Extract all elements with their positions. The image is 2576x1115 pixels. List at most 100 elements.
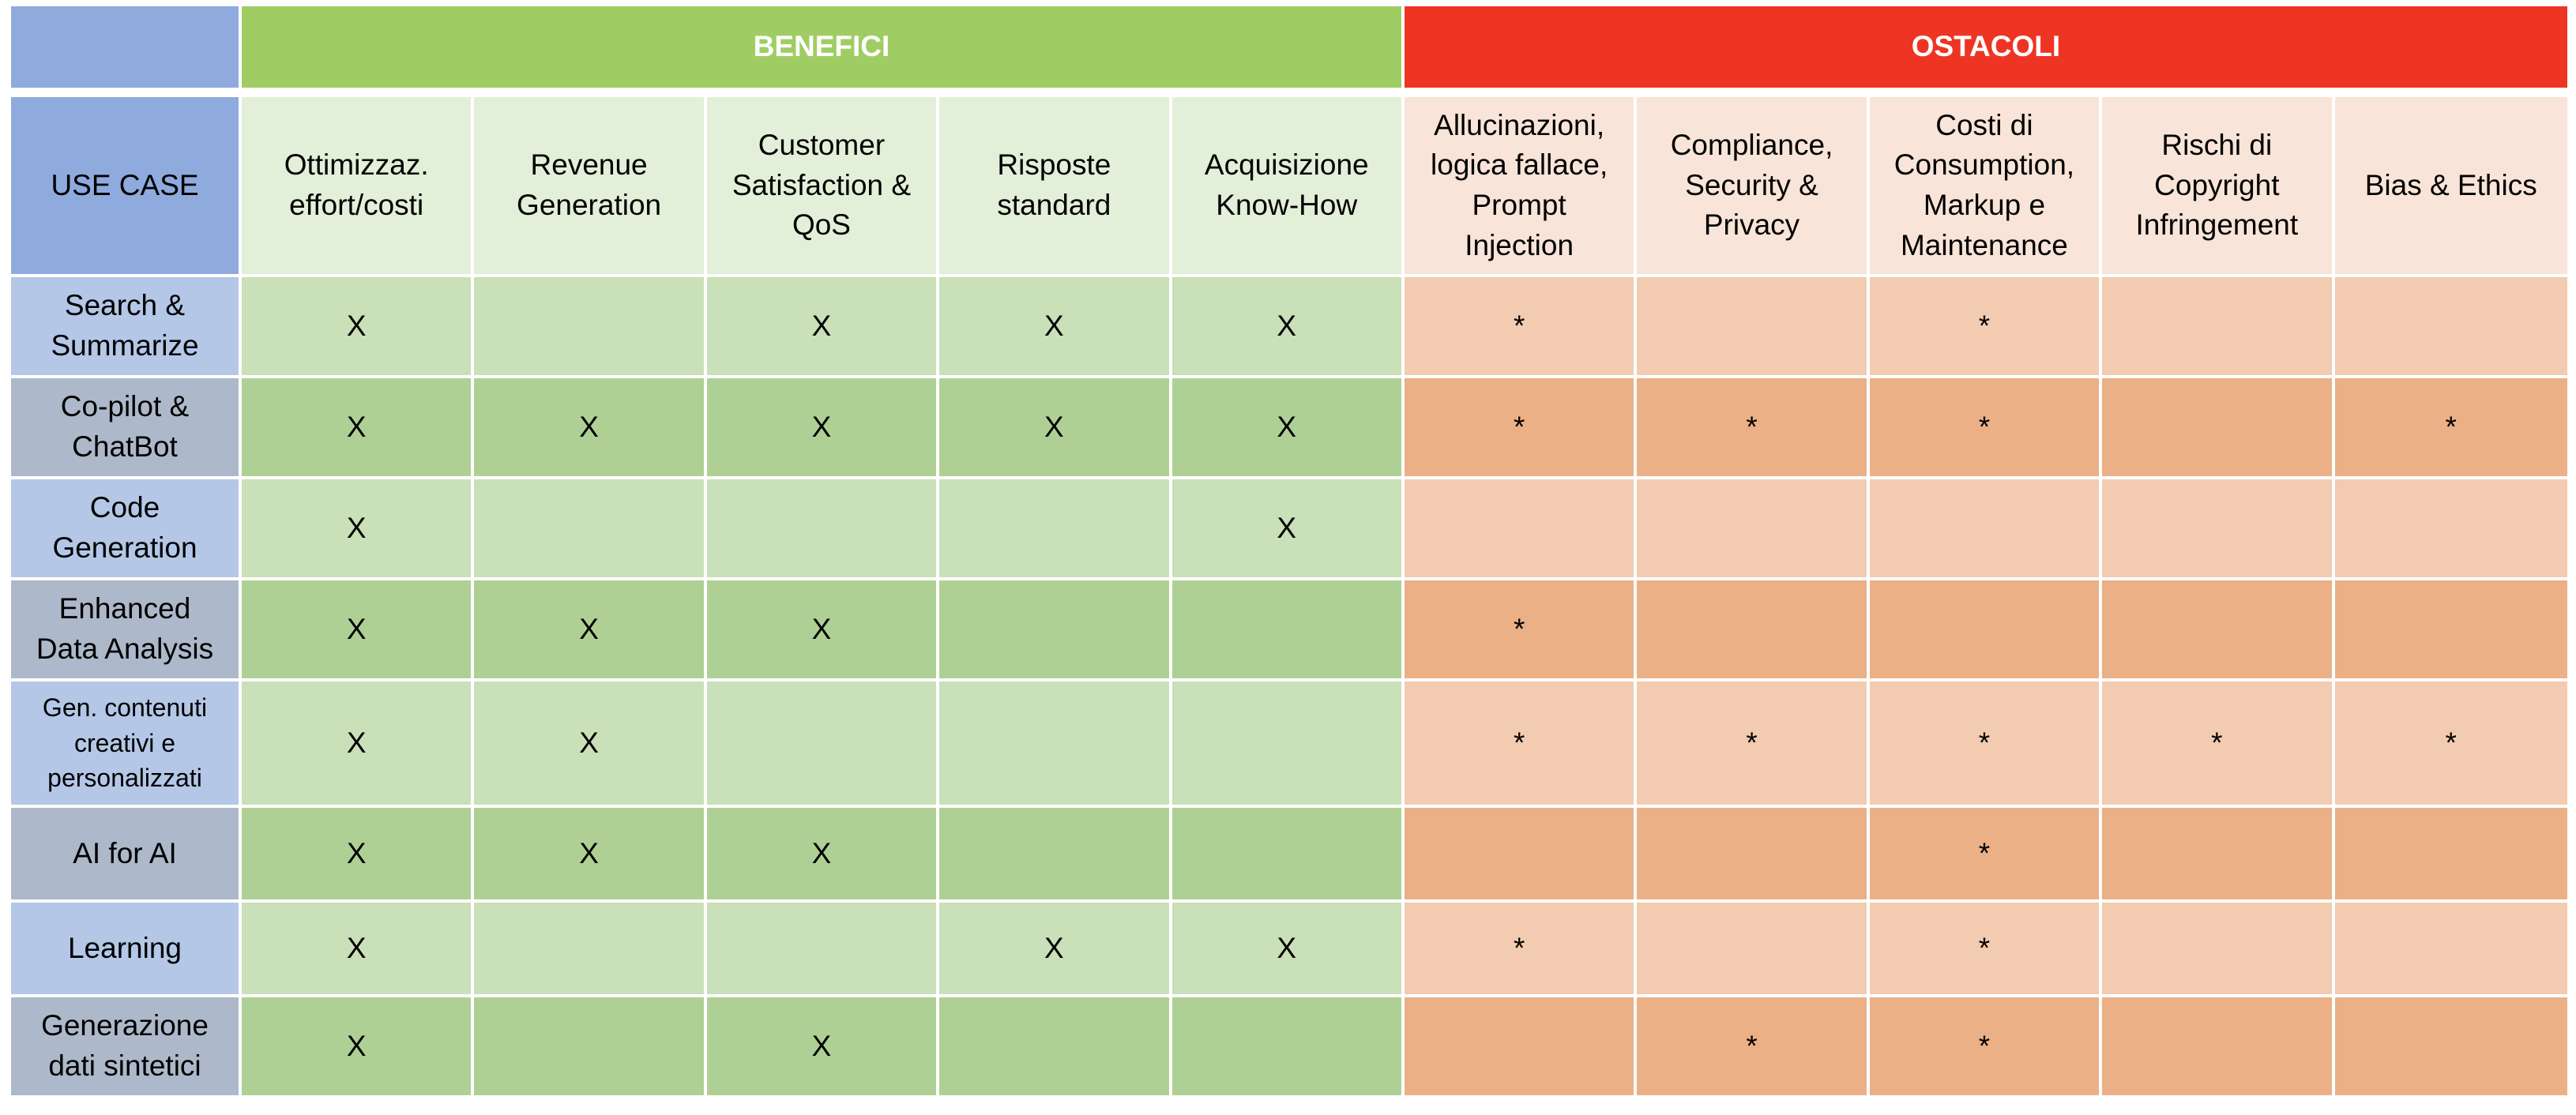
benefit-cell: X xyxy=(706,277,940,378)
benefit-cell: X xyxy=(242,808,475,903)
obstacle-cell: * xyxy=(1869,277,2103,378)
obstacle-cell xyxy=(1404,808,1638,903)
benefit-cell: X xyxy=(242,903,475,997)
obstacle-cell xyxy=(2334,903,2567,997)
obstacle-cell xyxy=(1637,903,1870,997)
obstacle-cell xyxy=(2102,479,2335,580)
benefit-cell xyxy=(706,681,940,808)
obstacle-cell xyxy=(1404,997,1638,1098)
obstacle-cell xyxy=(2102,580,2335,681)
benefit-cell: X xyxy=(474,681,707,808)
benefit-column-header: Customer Satisfaction & QoS xyxy=(706,97,940,277)
use-case-label: Gen. contenuti creativi e personalizzati xyxy=(11,681,242,808)
obstacle-cell: * xyxy=(1869,997,2103,1098)
use-case-label: Enhanced Data Analysis xyxy=(11,580,242,681)
obstacle-cell xyxy=(2334,479,2567,580)
obstacle-cell xyxy=(1869,479,2103,580)
benefit-cell xyxy=(939,479,1172,580)
benefit-cell xyxy=(1171,997,1405,1098)
obstacle-cell: * xyxy=(1404,580,1638,681)
obstacle-cell xyxy=(1637,479,1870,580)
obstacle-cell: * xyxy=(1404,903,1638,997)
obstacle-cell: * xyxy=(1404,378,1638,479)
obstacle-cell: * xyxy=(1404,277,1638,378)
benefit-cell xyxy=(939,681,1172,808)
benefit-cell: X xyxy=(706,580,940,681)
benefit-cell: X xyxy=(242,479,475,580)
benefit-column-header: Acquisizione Know-How xyxy=(1171,97,1405,277)
obstacle-cell xyxy=(2334,808,2567,903)
benefit-cell: X xyxy=(242,277,475,378)
benefit-cell: X xyxy=(242,580,475,681)
obstacle-cell xyxy=(1637,580,1870,681)
benefit-cell xyxy=(1171,681,1405,808)
obstacle-cell xyxy=(2334,580,2567,681)
benefit-cell: X xyxy=(939,903,1172,997)
benefit-cell xyxy=(474,277,707,378)
obstacle-column-header: Compliance, Security & Privacy xyxy=(1637,97,1870,277)
obstacle-cell xyxy=(2334,997,2567,1098)
obstacle-cell: * xyxy=(1637,378,1870,479)
benefit-cell xyxy=(939,808,1172,903)
benefit-cell: X xyxy=(706,808,940,903)
obstacle-cell: * xyxy=(1404,681,1638,808)
use-case-label: Co-pilot & ChatBot xyxy=(11,378,242,479)
benefit-cell: X xyxy=(1171,277,1405,378)
use-case-header: USE CASE xyxy=(11,97,242,277)
obstacle-column-header: Bias & Ethics xyxy=(2334,97,2567,277)
benefit-cell xyxy=(1171,580,1405,681)
benefit-cell: X xyxy=(474,808,707,903)
obstacle-cell xyxy=(2102,277,2335,378)
benefit-cell: X xyxy=(474,580,707,681)
obstacle-cell xyxy=(1637,808,1870,903)
use-case-label: AI for AI xyxy=(11,808,242,903)
benefit-cell: X xyxy=(474,378,707,479)
obstacle-cell xyxy=(2334,277,2567,378)
use-case-label: Search & Summarize xyxy=(11,277,242,378)
benefici-header: BENEFICI xyxy=(242,6,1405,97)
benefit-cell: X xyxy=(706,378,940,479)
obstacle-cell xyxy=(1637,277,1870,378)
obstacle-cell: * xyxy=(1869,378,2103,479)
obstacle-cell: * xyxy=(1869,808,2103,903)
obstacle-cell: * xyxy=(1869,903,2103,997)
benefit-cell xyxy=(939,997,1172,1098)
obstacle-cell: * xyxy=(1637,997,1870,1098)
benefit-cell xyxy=(474,479,707,580)
benefit-column-header: Ottimizzaz. effort/costi xyxy=(242,97,475,277)
obstacle-cell: * xyxy=(2334,378,2567,479)
use-case-label: Learning xyxy=(11,903,242,997)
benefit-cell xyxy=(939,580,1172,681)
corner-cell xyxy=(11,6,242,97)
obstacle-column-header: Costi di Consumption, Markup e Maintenance xyxy=(1869,97,2103,277)
benefit-cell: X xyxy=(1171,479,1405,580)
benefit-cell: X xyxy=(1171,378,1405,479)
benefit-column-header: Risposte standard xyxy=(939,97,1172,277)
benefit-cell: X xyxy=(939,378,1172,479)
benefit-column-header: Revenue Generation xyxy=(474,97,707,277)
obstacle-cell xyxy=(2102,997,2335,1098)
use-case-label: Generazione dati sintetici xyxy=(11,997,242,1098)
benefit-cell xyxy=(706,903,940,997)
benefit-cell: X xyxy=(706,997,940,1098)
benefit-cell: X xyxy=(242,997,475,1098)
ostacoli-header: OSTACOLI xyxy=(1404,6,2567,97)
benefit-cell: X xyxy=(1171,903,1405,997)
obstacle-cell xyxy=(1404,479,1638,580)
use-case-label: Code Generation xyxy=(11,479,242,580)
obstacle-cell: * xyxy=(2334,681,2567,808)
benefit-cell xyxy=(474,903,707,997)
use-case-matrix-table: BENEFICI OSTACOLI USE CASE Ottimizzaz. ef… xyxy=(11,6,2567,1104)
benefit-cell xyxy=(706,479,940,580)
obstacle-cell: * xyxy=(1637,681,1870,808)
obstacle-cell: * xyxy=(2102,681,2335,808)
benefit-cell xyxy=(1171,808,1405,903)
obstacle-cell xyxy=(2102,808,2335,903)
benefit-cell: X xyxy=(939,277,1172,378)
benefit-cell xyxy=(474,997,707,1098)
obstacle-cell xyxy=(2102,903,2335,997)
obstacle-column-header: Rischi di Copyright Infringement xyxy=(2102,97,2335,277)
benefit-cell: X xyxy=(242,681,475,808)
obstacle-cell xyxy=(1869,580,2103,681)
obstacle-cell xyxy=(2102,378,2335,479)
